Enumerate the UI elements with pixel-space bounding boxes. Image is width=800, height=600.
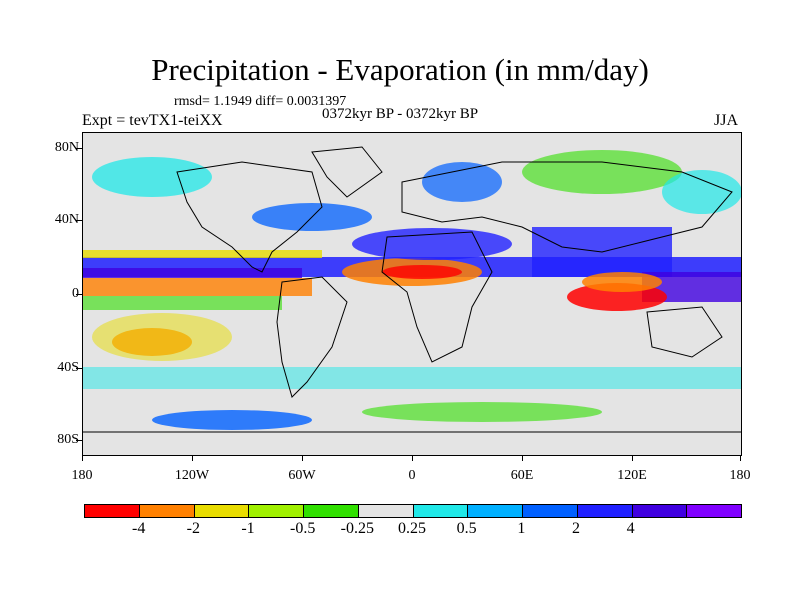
colorbar-swatch xyxy=(687,505,741,517)
colorbar-swatch xyxy=(304,505,359,517)
field-atlantic-blue xyxy=(352,228,512,260)
colorbar-swatch xyxy=(85,505,140,517)
field-antarctic-blue xyxy=(152,410,312,430)
field-southern-ocean-cyan xyxy=(82,367,742,389)
colorbar xyxy=(84,504,742,518)
period-label: 0372kyr BP - 0372kyr BP xyxy=(322,106,479,122)
colorbar-swatch xyxy=(577,505,633,517)
colorbar-swatch xyxy=(139,505,195,517)
season-label: JJA xyxy=(713,112,738,129)
lon-tickmark xyxy=(192,455,193,461)
field-indonesia-orange xyxy=(582,272,662,292)
lat-tickmark xyxy=(76,440,82,441)
colorbar-label: -0.5 xyxy=(289,520,316,537)
colorbar-label: 0.25 xyxy=(398,520,426,537)
lon-tickmark xyxy=(302,455,303,461)
lat-tickmark xyxy=(76,294,82,295)
lon-tickmark xyxy=(740,455,741,461)
lon-tick-180w: 180 xyxy=(71,468,93,483)
lon-tick-60e: 60E xyxy=(510,468,534,483)
colorbar-swatch xyxy=(249,505,304,517)
lon-tick-180e: 180 xyxy=(729,468,751,483)
field-spacific-yellow xyxy=(92,313,232,361)
lon-tick-60w: 60W xyxy=(288,468,316,483)
field-band-south-orange xyxy=(82,278,312,296)
colorbar-swatch xyxy=(413,505,469,517)
rmsd-diff-stats: rmsd= 1.1949 diff= 0.0031397 xyxy=(174,94,347,109)
lon-tick-120w: 120W xyxy=(174,468,210,483)
lat-tickmark xyxy=(76,368,82,369)
colorbar-label: -0.25 xyxy=(340,520,374,537)
field-band-itcz-purple xyxy=(82,268,302,278)
field-antarctic-green xyxy=(362,402,602,422)
colorbar-label: 0.5 xyxy=(456,520,477,537)
colorbar-label: 2 xyxy=(572,520,580,537)
colorbar-swatch xyxy=(194,505,250,517)
field-arctic-green xyxy=(522,150,682,194)
colorbar-swatch xyxy=(632,505,688,517)
field-band-south-green xyxy=(82,296,282,310)
colorbar-swatch xyxy=(523,505,578,517)
field-atlantic-red xyxy=(382,265,462,279)
lon-tickmark xyxy=(82,455,83,461)
colorbar-label: -1 xyxy=(241,520,255,537)
colorbar-label: 4 xyxy=(626,520,635,537)
colorbar-swatch xyxy=(358,505,414,517)
lat-tick-80n: 80N xyxy=(54,140,79,155)
lat-tick-40n: 40N xyxy=(54,212,79,227)
map-title: Precipitation - Evaporation (in mm/day) xyxy=(151,52,649,87)
lon-tick-120e: 120E xyxy=(617,468,647,483)
field-npacific-east-cyan xyxy=(662,170,742,214)
field-npacific-cyan xyxy=(92,157,212,197)
lat-tick-40s: 40S xyxy=(57,360,79,375)
coast-africa xyxy=(381,231,493,363)
map-field-svg xyxy=(82,146,742,433)
experiment-label: Expt = tevTX1-teiXX xyxy=(82,112,223,129)
coast-eurasia xyxy=(401,161,733,253)
lon-tick-0: 0 xyxy=(408,468,416,483)
coast-north-america xyxy=(176,161,323,273)
lat-tick-80s: 80S xyxy=(57,432,79,447)
world-map xyxy=(82,132,742,456)
lon-tickmark xyxy=(522,455,523,461)
colorbar-label: -2 xyxy=(186,520,200,537)
colorbar-label: -4 xyxy=(131,520,146,537)
lon-tickmark xyxy=(412,455,413,461)
coast-australia xyxy=(646,306,723,358)
coastlines xyxy=(82,146,742,433)
lat-tickmark xyxy=(76,220,82,221)
lat-tickmark xyxy=(76,148,82,149)
coast-greenland xyxy=(311,146,383,198)
colorbar-swatch xyxy=(468,505,523,517)
lat-tick-0: 0 xyxy=(72,286,79,302)
lon-tickmark xyxy=(632,455,633,461)
field-europe-blue xyxy=(422,162,502,202)
field-band-north-yellow xyxy=(82,250,322,258)
colorbar-label: 1 xyxy=(517,520,526,537)
coast-south-america xyxy=(276,276,348,398)
